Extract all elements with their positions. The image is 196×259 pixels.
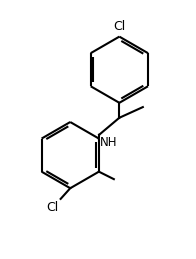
Text: NH: NH [100,136,118,149]
Text: Cl: Cl [113,20,125,33]
Text: Cl: Cl [47,201,59,214]
